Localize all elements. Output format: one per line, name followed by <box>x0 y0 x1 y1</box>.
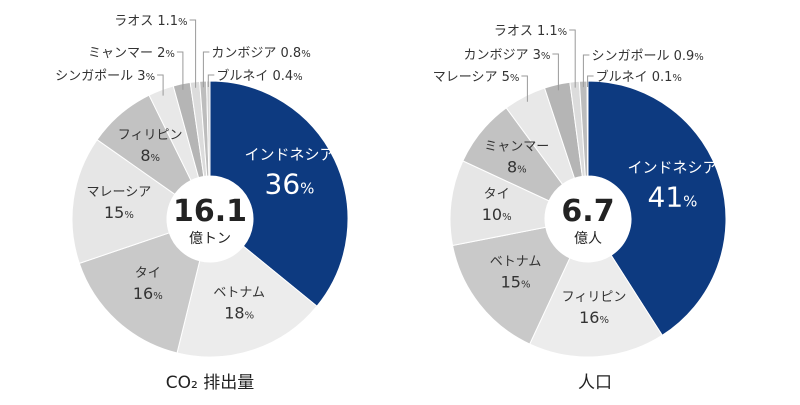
leader-label: ミャンマー 2% <box>88 46 175 61</box>
population-chart-title: 人口 <box>578 373 612 393</box>
center-unit: 億人 <box>574 231 602 247</box>
leader-label: シンガポール 0.9% <box>591 49 703 64</box>
center-unit: 億トン <box>189 231 231 247</box>
leader-line <box>189 19 197 88</box>
leader-line <box>552 53 559 91</box>
leader-line <box>521 75 528 102</box>
slice-label: ベトナム <box>490 255 542 270</box>
center-value: 16.1 <box>173 194 247 229</box>
slice-label: タイ <box>484 187 510 202</box>
slice---2 <box>451 226 571 345</box>
slice---9 <box>586 80 589 177</box>
slice-label: マレーシア <box>87 185 152 200</box>
leader-label: シンガポール 3% <box>55 69 155 84</box>
slice-co--9 <box>206 80 211 177</box>
slice-label: フィリピン <box>562 290 627 305</box>
leader-line <box>207 74 215 87</box>
leader-label: ラオス 1.1% <box>114 14 187 29</box>
leader-label: カンボジア 0.8% <box>211 46 310 61</box>
leader-label: マレーシア 5% <box>433 70 520 85</box>
leader-label: ラオス 1.1% <box>494 24 567 39</box>
leader-line <box>582 54 590 88</box>
center-value: 6.7 <box>561 194 614 229</box>
slice-label: ベトナム <box>213 285 265 300</box>
slice-co--3 <box>71 138 176 265</box>
co2-donut-chart: インドネシア36%ベトナム18%タイ16%マレーシア15%フィリピン8%ラオス … <box>55 14 349 358</box>
slice-co--0 <box>209 80 349 307</box>
leader-label: ブルネイ 0.4% <box>216 68 302 84</box>
slice-label: インドネシア <box>244 145 334 163</box>
leader-line <box>202 51 210 88</box>
slice---1 <box>529 254 663 358</box>
slice-label: フィリピン <box>118 128 183 143</box>
leader-label: ブルネイ 0.1% <box>596 69 682 85</box>
leader-line <box>587 75 594 87</box>
slice-label: ミャンマー <box>484 140 549 155</box>
co2-chart-title: CO₂ 排出量 <box>165 373 255 393</box>
slice-label: インドネシア <box>627 158 717 176</box>
slice-label: タイ <box>135 266 161 281</box>
slice-co--2 <box>78 232 201 354</box>
leader-line <box>157 74 164 96</box>
leader-line <box>176 51 184 90</box>
leader-line <box>569 29 576 88</box>
population-donut-chart: インドネシア41%フィリピン16%ベトナム15%タイ10%ミャンマー8%ラオス … <box>433 24 727 358</box>
leader-label: カンボジア 3% <box>464 48 551 63</box>
slice-co--1 <box>176 245 318 358</box>
slice---0 <box>587 80 727 337</box>
